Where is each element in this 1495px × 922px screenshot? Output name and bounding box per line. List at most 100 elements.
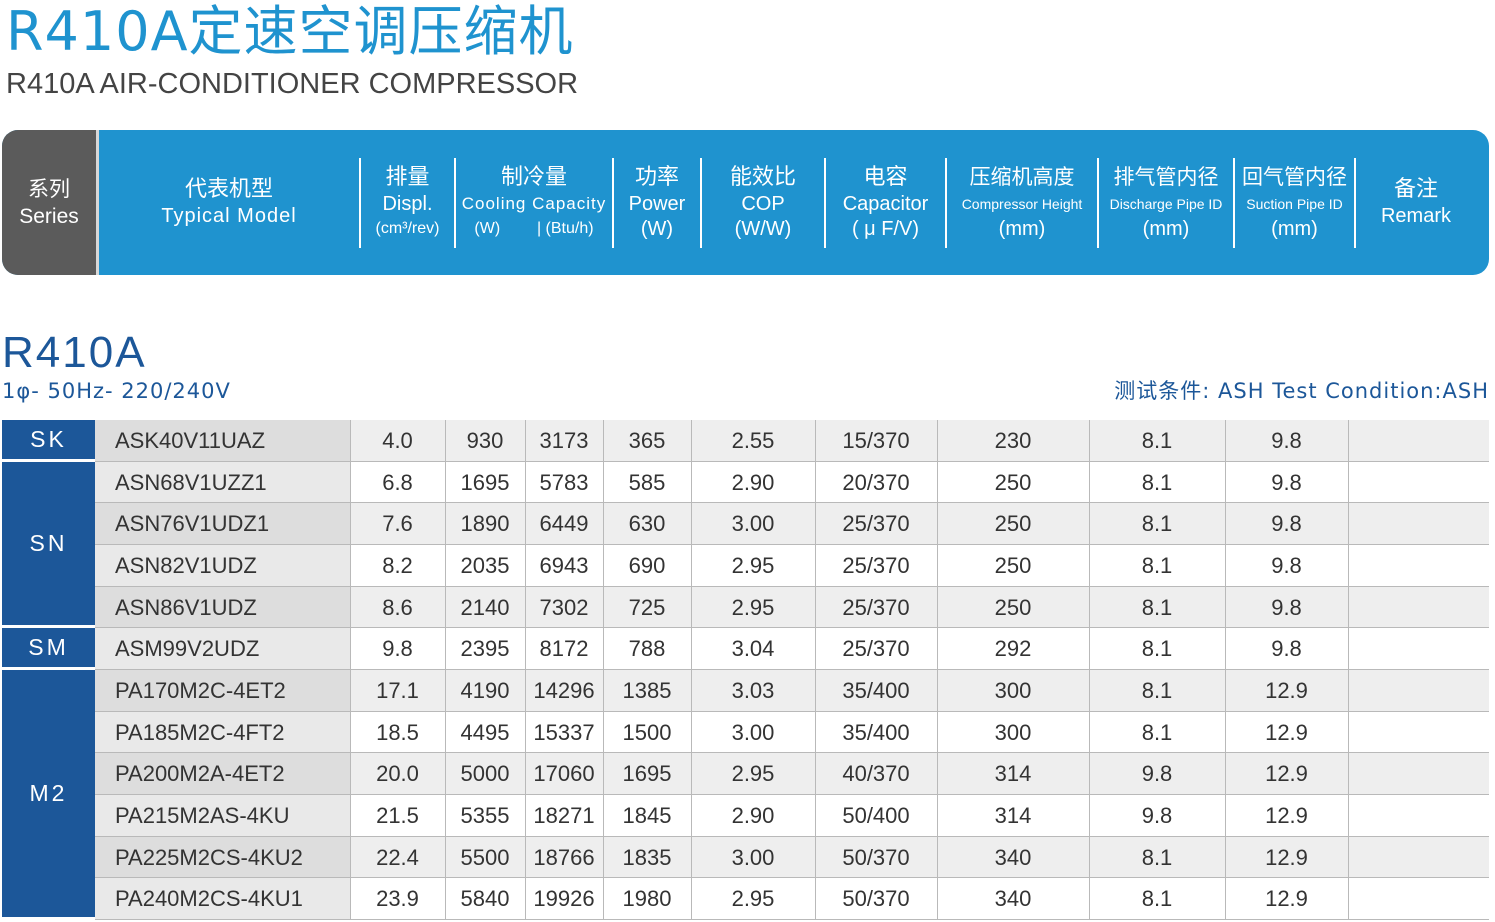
column-divider <box>937 795 938 837</box>
column-divider <box>1089 420 1090 462</box>
cell-remark <box>1348 545 1489 587</box>
cell-suction: 12.9 <box>1265 719 1308 745</box>
column-divider <box>525 670 526 712</box>
cell-cap: 25/370 <box>842 594 910 620</box>
column-divider <box>445 711 446 754</box>
column-divider <box>1348 795 1349 837</box>
column-divider <box>937 753 938 795</box>
cell-suction: 9.8 <box>1271 469 1302 495</box>
cell-height: 250 <box>994 553 1032 578</box>
cell-height: 314 <box>994 803 1032 828</box>
header-cooling: 制冷量 Cooling Capacity (W) | (Btu/h) <box>461 165 607 237</box>
column-divider <box>1225 586 1226 629</box>
cell-displ: 23.9 <box>376 886 419 912</box>
cell-model: ASN86V1UDZ <box>115 594 257 620</box>
cell-remark <box>1348 420 1489 462</box>
cell-cap: 35/400 <box>842 719 910 745</box>
model-cell-bg <box>95 503 350 544</box>
column-divider <box>937 878 938 920</box>
column-divider <box>603 878 604 920</box>
column-divider <box>1089 461 1090 504</box>
column-divider <box>691 503 692 545</box>
column-divider <box>815 753 816 795</box>
column-divider <box>815 545 816 587</box>
cell-suction: 9.8 <box>1271 428 1302 453</box>
table-row: ASM99V2UDZ 9.8 2395 8172 788 3.04 25/370 292 8.1… <box>95 628 1489 670</box>
cell-power: 1385 <box>622 678 672 703</box>
cell-displ: 7.6 <box>382 511 413 537</box>
cell-discharge: 9.8 <box>1141 803 1173 828</box>
column-divider <box>525 753 526 795</box>
column-divider <box>350 670 351 712</box>
cell-cap: 25/370 <box>842 511 910 537</box>
column-divider <box>603 628 604 670</box>
header-separator <box>945 158 947 248</box>
cell-suction: 12.9 <box>1265 886 1308 912</box>
table-row: ASN76V1UDZ1 7.6 1890 6449 630 3.00 25/370 250 8.… <box>95 503 1489 545</box>
cell-cop: 3.00 <box>731 719 775 745</box>
cell-height: 314 <box>994 761 1032 787</box>
header-height: 压缩机高度 Compressor Height (mm) <box>961 165 1083 240</box>
column-divider <box>350 420 351 462</box>
column-divider <box>1225 628 1226 670</box>
cell-displ: 6.8 <box>382 469 413 495</box>
cell-btu: 14296 <box>533 678 595 703</box>
cell-displ: 22.4 <box>376 844 419 870</box>
column-divider <box>1348 753 1349 795</box>
cell-suction: 12.9 <box>1265 803 1308 828</box>
column-divider <box>603 711 604 754</box>
column-divider <box>445 753 446 795</box>
model-cell-bg <box>95 878 350 919</box>
cell-w: 2140 <box>460 594 510 620</box>
model-cell-bg <box>95 545 350 586</box>
table-row: PA215M2AS-4KU 21.5 5355 18271 1845 2.90 50/400… <box>95 795 1489 837</box>
cell-btu: 18766 <box>533 844 595 870</box>
series-cell: SM <box>2 628 95 670</box>
column-divider <box>1225 795 1226 837</box>
cell-cop: 2.90 <box>731 469 775 495</box>
column-divider <box>1225 461 1226 504</box>
cell-power: 788 <box>628 636 666 662</box>
column-divider <box>1225 545 1226 587</box>
column-divider <box>603 420 604 462</box>
column-divider <box>1348 545 1349 587</box>
cell-remark <box>1348 670 1489 712</box>
column-divider <box>1089 628 1090 670</box>
column-divider <box>691 670 692 712</box>
cell-btu: 17060 <box>533 761 595 787</box>
cell-power: 690 <box>628 553 666 578</box>
column-divider <box>603 753 604 795</box>
cell-w: 5500 <box>460 844 510 870</box>
column-divider <box>525 836 526 879</box>
header-discharge: 排气管内径 Discharge Pipe ID (mm) <box>1109 165 1223 240</box>
column-divider <box>815 878 816 920</box>
header-model: 代表机型 Typical Model <box>161 177 297 227</box>
column-divider <box>691 753 692 795</box>
column-divider <box>525 878 526 920</box>
cell-height: 300 <box>994 678 1032 703</box>
table-row: PA170M2C-4ET2 17.1 4190 14296 1385 3.03 35/400… <box>95 670 1489 712</box>
column-divider <box>691 795 692 837</box>
table-row: PA225M2CS-4KU2 22.4 5500 18766 1835 3.00 50/37… <box>95 836 1489 879</box>
column-divider <box>937 420 938 462</box>
column-divider <box>691 836 692 879</box>
column-divider <box>1089 795 1090 837</box>
column-divider <box>1348 711 1349 754</box>
section-title: R410A <box>2 328 147 377</box>
column-divider <box>445 795 446 837</box>
cell-cop: 2.95 <box>731 594 775 620</box>
column-divider <box>525 795 526 837</box>
column-divider <box>350 461 351 504</box>
cell-btu: 6943 <box>539 553 589 578</box>
cell-suction: 9.8 <box>1271 511 1302 537</box>
header-suction: 回气管内径 Suction Pipe ID (mm) <box>1242 165 1347 240</box>
column-divider <box>445 586 446 629</box>
column-divider <box>691 586 692 629</box>
column-divider <box>525 628 526 670</box>
column-divider <box>603 795 604 837</box>
cell-w: 5355 <box>460 803 510 828</box>
column-divider <box>691 711 692 754</box>
column-divider <box>1348 420 1349 462</box>
cell-w: 5840 <box>460 886 510 912</box>
cell-btu: 18271 <box>533 803 595 828</box>
